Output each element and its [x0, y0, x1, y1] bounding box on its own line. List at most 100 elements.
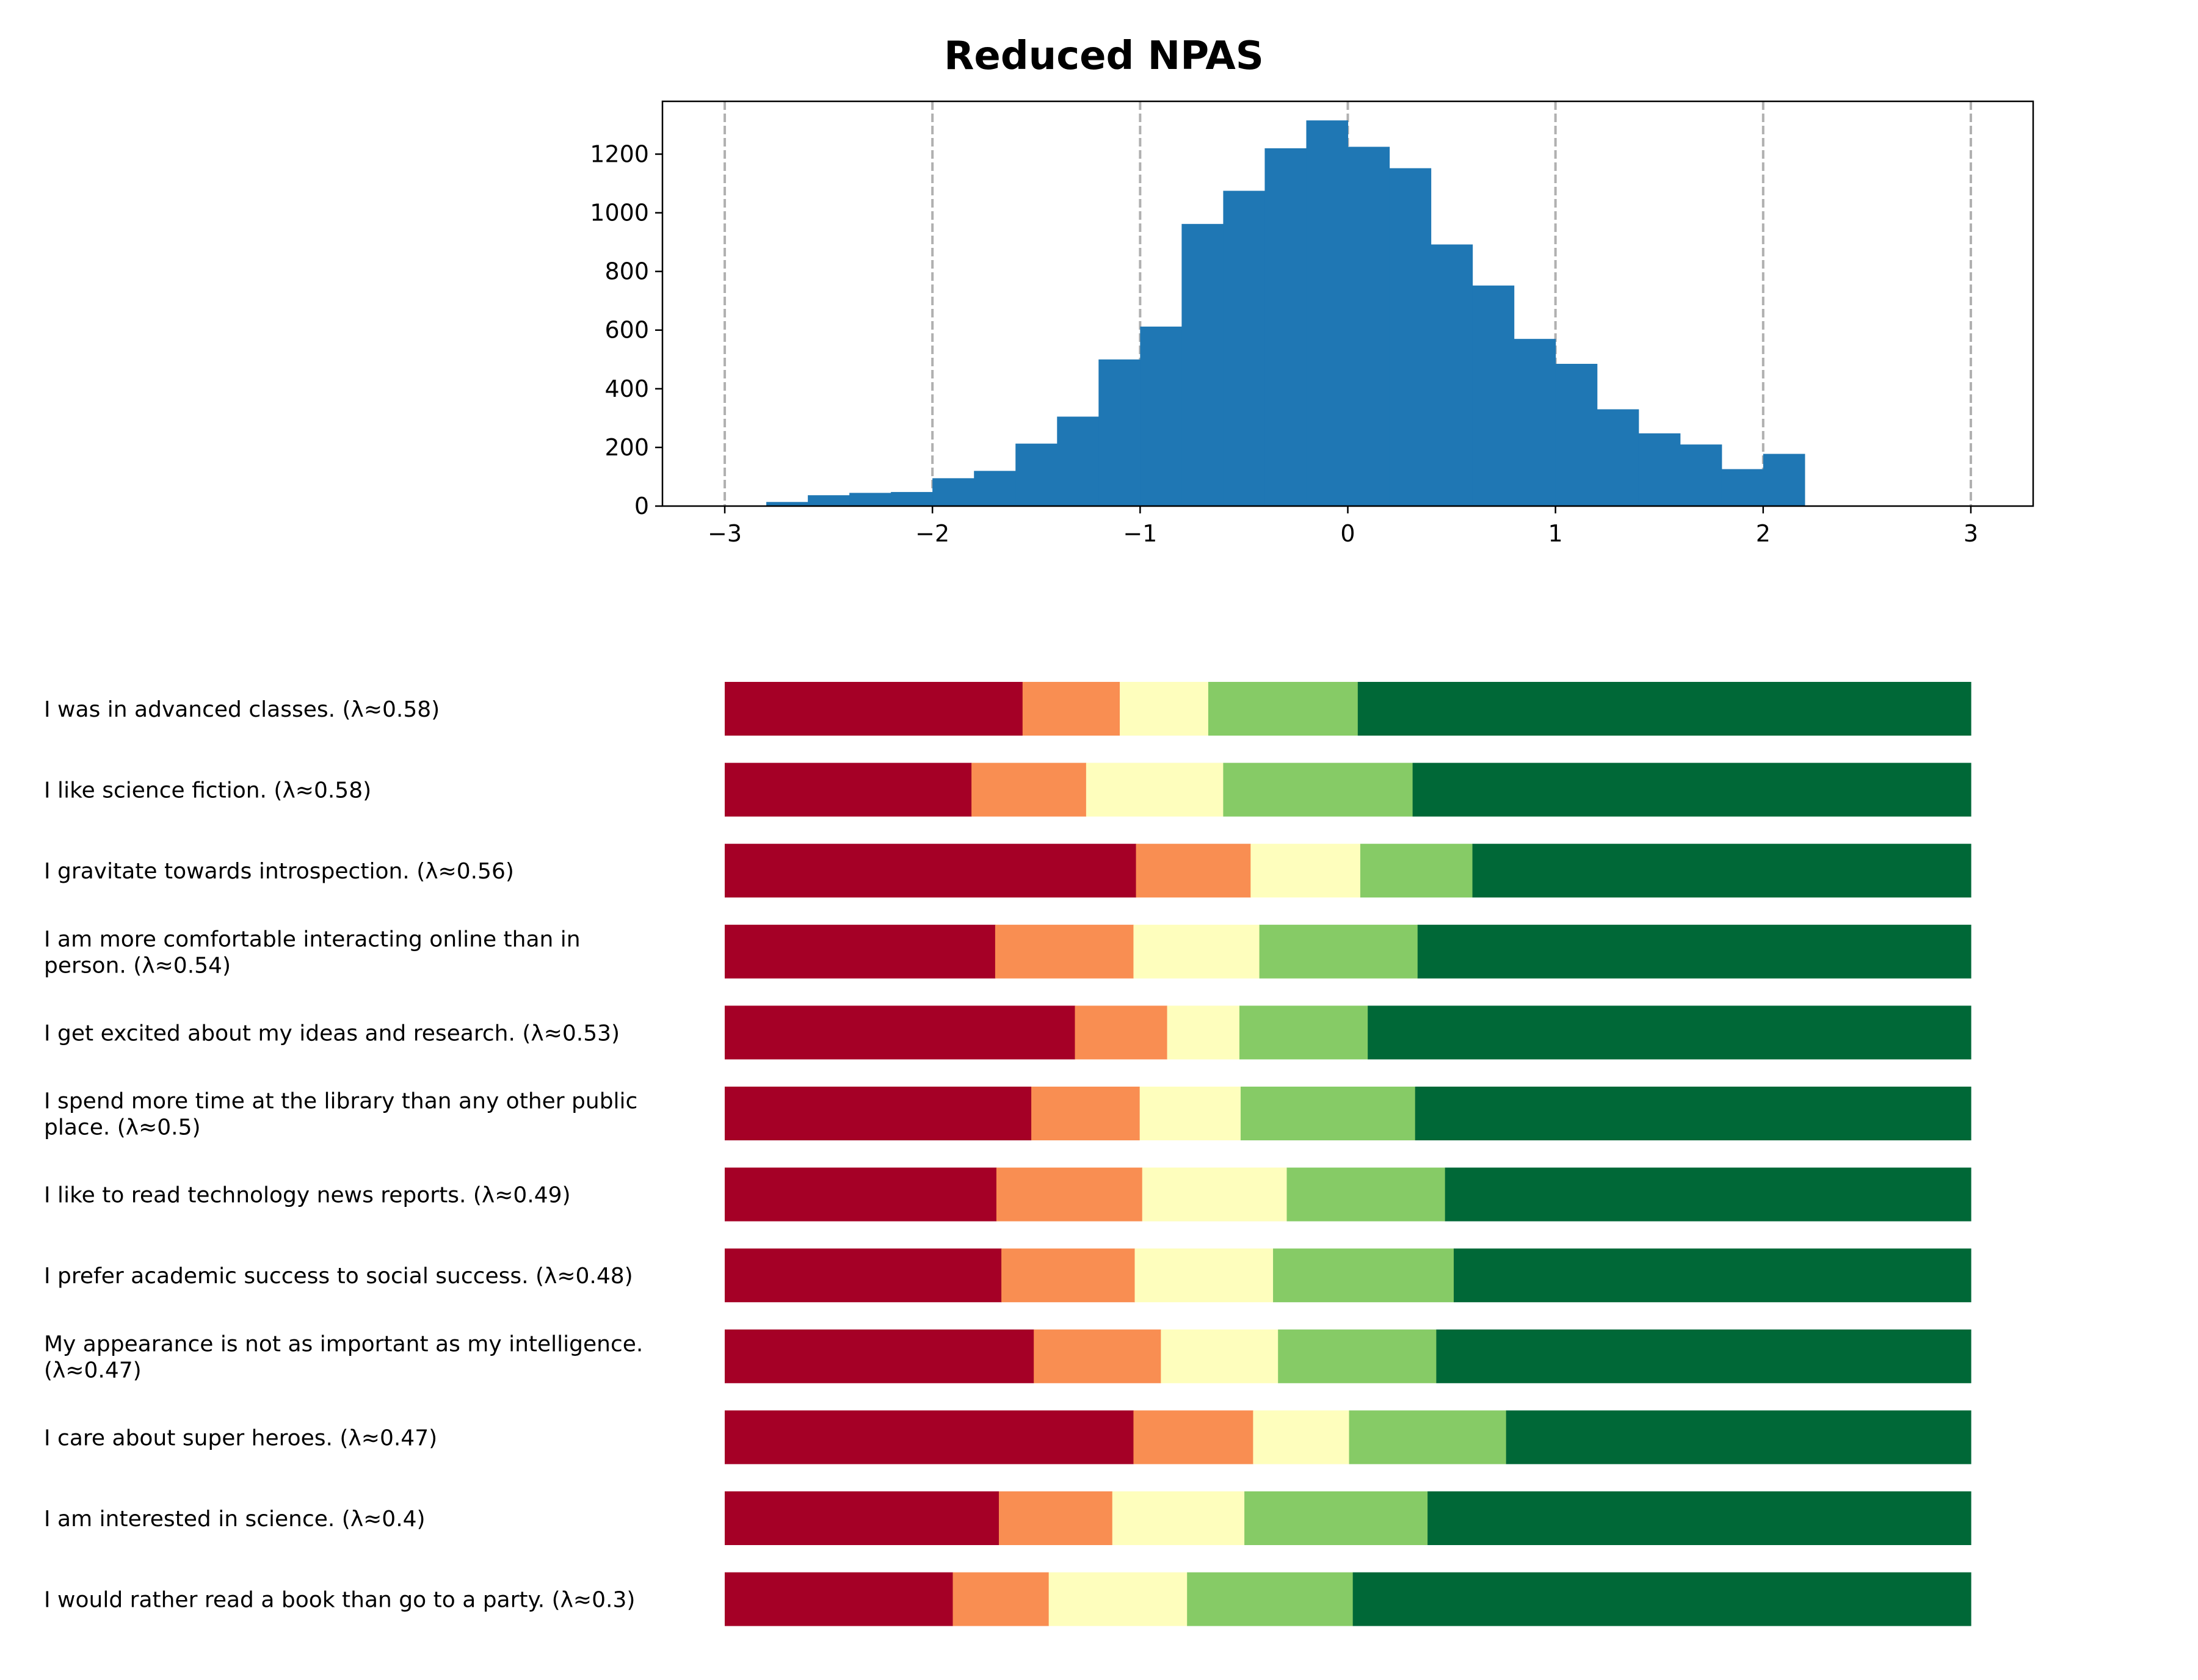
- likert-row-label: I was in advanced classes. (λ≈0.58): [44, 697, 440, 722]
- histogram-x-axis: −3 −2 −1 0 1 2 3: [708, 506, 1978, 547]
- likert-row-label: My appearance is not as important as my …: [44, 1331, 643, 1356]
- y-tick-label: 800: [604, 258, 649, 285]
- likert-segment: [1031, 1087, 1141, 1140]
- likert-segment: [1472, 844, 1971, 898]
- likert-segment: [1034, 1329, 1161, 1383]
- histogram-bar: [1763, 454, 1805, 506]
- histogram-y-axis: 0 200 400 600 800 1000 1200: [590, 140, 662, 520]
- likert-segment: [725, 1410, 1134, 1465]
- likert-segment: [1453, 1248, 1971, 1303]
- likert-segment: [1001, 1248, 1136, 1303]
- likert-segment: [1239, 1005, 1368, 1060]
- histogram-bar: [1597, 409, 1639, 506]
- likert-segment: [725, 1167, 997, 1222]
- likert-row-label: I care about super heroes. (λ≈0.47): [44, 1425, 437, 1450]
- likert-segment: [725, 1248, 1002, 1303]
- likert-segment: [725, 844, 1137, 898]
- likert-segment: [1412, 762, 1971, 817]
- histogram-bar: [1389, 168, 1432, 506]
- likert-segment: [1240, 1087, 1416, 1140]
- histogram-bar: [1347, 147, 1390, 506]
- histogram-bar: [1181, 223, 1224, 506]
- likert-segment: [1112, 1491, 1245, 1545]
- histogram-bar: [1264, 148, 1307, 506]
- likert-segment: [999, 1491, 1113, 1545]
- likert-row-label: place. (λ≈0.5): [44, 1115, 201, 1140]
- likert-segment: [725, 1491, 999, 1545]
- histogram-bar: [1555, 363, 1598, 506]
- likert-segment: [725, 682, 1023, 736]
- likert-segment: [1259, 924, 1418, 979]
- chart-title: Reduced NPAS: [944, 34, 1264, 79]
- histogram-bar: [932, 478, 974, 506]
- likert-segment: [1187, 1572, 1354, 1626]
- histogram-bar: [891, 491, 933, 506]
- likert-segment: [996, 1167, 1143, 1222]
- likert-segment: [1278, 1329, 1437, 1383]
- likert-segment: [1445, 1167, 1971, 1222]
- likert-segment: [1022, 682, 1120, 736]
- x-tick-label: 3: [1964, 520, 1978, 547]
- histogram-bar: [974, 471, 1016, 506]
- histogram-bar: [1638, 433, 1681, 506]
- likert-segment: [1415, 1087, 1971, 1140]
- x-tick-label: −2: [915, 520, 949, 547]
- x-tick-label: 0: [1340, 520, 1355, 547]
- histogram-bar: [1098, 359, 1141, 506]
- y-tick-label: 400: [604, 375, 649, 402]
- likert-segment: [725, 1329, 1034, 1383]
- y-tick-label: 1000: [590, 200, 649, 226]
- likert-segment: [1136, 844, 1251, 898]
- likert-segment: [1506, 1410, 1971, 1465]
- likert-row-label: I am more comfortable interacting online…: [44, 927, 581, 952]
- histogram-bar: [1306, 120, 1349, 506]
- histogram-bar: [1721, 469, 1764, 506]
- x-tick-label: −3: [708, 520, 742, 547]
- likert-segment: [725, 924, 996, 979]
- likert-segment: [1417, 924, 1971, 979]
- likert-segment: [1048, 1572, 1188, 1626]
- histogram-bar: [1514, 339, 1556, 506]
- likert-segment: [1208, 682, 1358, 736]
- likert-segment: [1075, 1005, 1168, 1060]
- y-tick-label: 200: [604, 434, 649, 461]
- histogram-bar: [1472, 285, 1515, 506]
- likert-segment: [1133, 1410, 1253, 1465]
- histogram-bar: [1680, 444, 1722, 506]
- histogram-bar: [1431, 244, 1473, 506]
- likert-segment: [1352, 1572, 1971, 1626]
- x-tick-label: 2: [1756, 520, 1771, 547]
- likert-segment: [725, 1005, 1076, 1060]
- likert-segment: [1167, 1005, 1240, 1060]
- likert-row-label: I spend more time at the library than an…: [44, 1089, 637, 1114]
- likert-segment: [971, 762, 1087, 817]
- histogram-bar: [1223, 190, 1266, 507]
- likert-segment: [1142, 1167, 1288, 1222]
- likert-row-label: I am interested in science. (λ≈0.4): [44, 1507, 426, 1532]
- likert-row-label: I prefer academic success to social succ…: [44, 1264, 633, 1289]
- histogram-bar: [1057, 416, 1099, 506]
- likert-segment: [1349, 1410, 1507, 1465]
- likert-segment: [1134, 1248, 1274, 1303]
- likert-row-label: I like science fiction. (λ≈0.58): [44, 778, 371, 803]
- likert-segment: [725, 1087, 1032, 1140]
- likert-segment: [1357, 682, 1971, 736]
- histogram-bar: [849, 493, 891, 506]
- likert-segment: [1223, 762, 1413, 817]
- likert-segment: [1250, 844, 1361, 898]
- likert-segment: [1139, 1087, 1241, 1140]
- likert-segment: [1360, 844, 1473, 898]
- histogram-bars: [766, 120, 1805, 507]
- y-tick-label: 0: [634, 493, 649, 520]
- histogram-bar: [1140, 326, 1182, 506]
- likert-segment: [1161, 1329, 1279, 1383]
- likert-row-label: (λ≈0.47): [44, 1358, 142, 1383]
- y-tick-label: 1200: [590, 140, 649, 167]
- likert-segment: [725, 1572, 954, 1626]
- likert-segment: [995, 924, 1134, 979]
- x-tick-label: 1: [1548, 520, 1563, 547]
- likert-segment: [1436, 1329, 1971, 1383]
- likert-segment: [1427, 1491, 1971, 1545]
